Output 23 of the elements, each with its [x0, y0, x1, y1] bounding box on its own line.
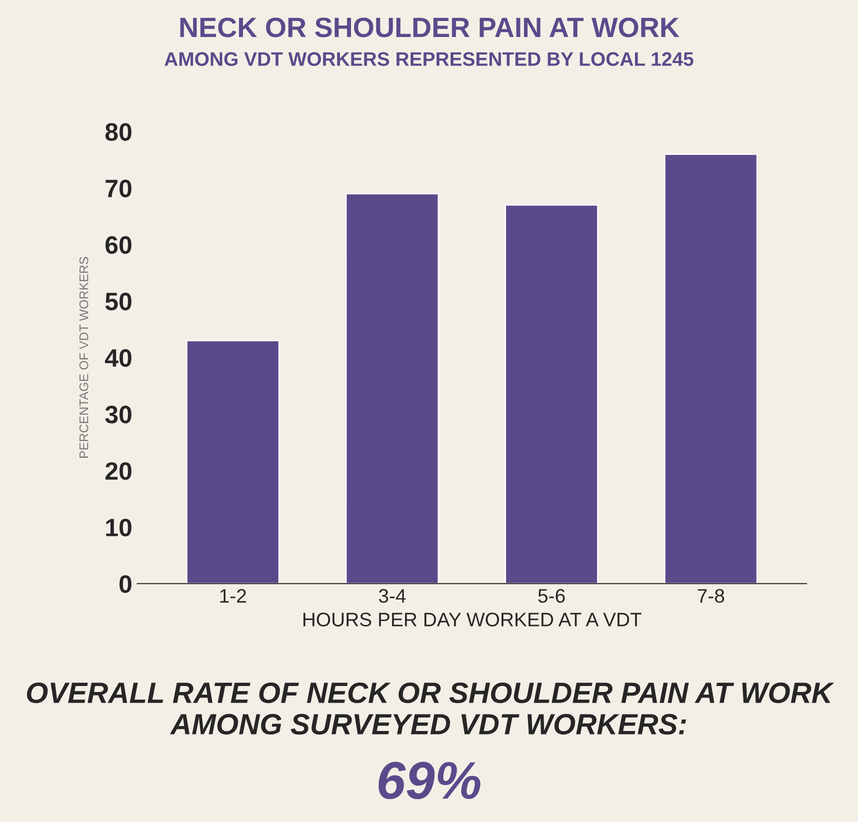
- y-tick-label: 70: [106, 180, 132, 198]
- y-tick-label: 60: [106, 236, 132, 254]
- y-tick-label: 30: [105, 406, 132, 424]
- x-tick-label: 3-4: [378, 588, 406, 603]
- text: 69%: [378, 762, 480, 800]
- y-tick-label: 80: [105, 123, 132, 141]
- y-tick-label: 0: [120, 575, 132, 593]
- x-tick-label: 1-2: [220, 588, 246, 603]
- text: OVERALL RATE OF NECK OR SHOULDER PAIN AT WORK AMONG SURVEYED VDT WORKERS:: [26, 682, 834, 735]
- bar: [186, 340, 280, 584]
- bar: [345, 192, 440, 584]
- chart-subtitle: AMONG VDT WORKERS REPRESENTED BY LOCAL 1245: [164, 52, 694, 66]
- chart-title: NECK OR SHOULDER PAIN AT WORK: [180, 18, 680, 38]
- y-tick-label: 20: [105, 462, 132, 480]
- x-tick-label: 5-6: [538, 588, 565, 603]
- x-axis-title: HOURS PER DAY WORKED AT A VDT: [303, 612, 642, 626]
- y-tick-label: 40: [104, 349, 132, 367]
- bar: [664, 153, 758, 584]
- y-axis-title: PERCENTAGE OF VDT WORKERS: [79, 256, 88, 458]
- y-tick-label: 10: [106, 518, 132, 536]
- x-tick-label: 7-8: [698, 588, 724, 603]
- y-tick-label: 50: [105, 292, 132, 310]
- bar: [504, 204, 598, 584]
